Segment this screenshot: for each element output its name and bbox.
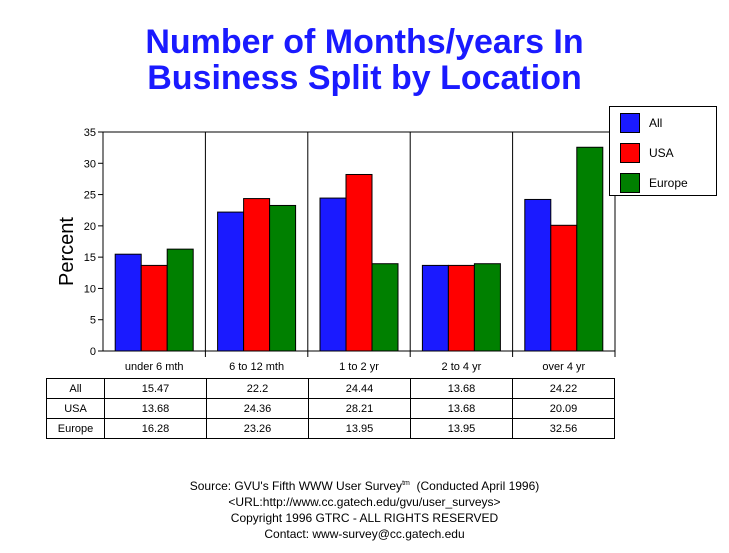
table-cell: 13.68: [104, 398, 207, 419]
bar-europe: [371, 263, 399, 352]
table-cell: 13.68: [410, 398, 513, 419]
bar-all: [114, 253, 142, 352]
y-tick-label: 5: [90, 315, 96, 327]
y-tick-label: 30: [84, 158, 96, 170]
bar-usa: [550, 224, 578, 352]
chart-title: Number of Months/years In Business Split…: [0, 24, 729, 96]
legend-label: USA: [649, 146, 674, 160]
table-cell: 24.44: [308, 378, 411, 399]
table-cell: 16.28: [104, 418, 207, 439]
legend-item-europe: Europe: [620, 173, 688, 193]
legend-label: Europe: [649, 176, 688, 190]
bar-all: [217, 211, 245, 352]
table-cell: 13.95: [308, 418, 411, 439]
y-tick-label: 0: [90, 346, 96, 358]
table-cell: 13.95: [410, 418, 513, 439]
table-row-header: USA: [46, 398, 105, 419]
legend: All USA Europe: [609, 106, 717, 196]
legend-item-usa: USA: [620, 143, 674, 163]
footer-source: Source: GVU's Fifth WWW User Survey: [189, 479, 403, 493]
x-tick-label: under 6 mth: [125, 361, 184, 373]
y-tick-label: 25: [84, 190, 96, 202]
footer-url: <URL:http://www.cc.gatech.edu/gvu/user_s…: [228, 495, 501, 509]
bar-all: [524, 198, 552, 352]
table-cell: 20.09: [512, 398, 615, 419]
x-tick-label: 6 to 12 mth: [229, 361, 284, 373]
y-tick-label: 20: [84, 221, 96, 233]
footer: Source: GVU's Fifth WWW User Surveytm (C…: [0, 476, 729, 542]
bar-europe: [166, 248, 194, 352]
table-cell: 13.68: [410, 378, 513, 399]
table-cell: 22.2: [206, 378, 309, 399]
table-cell: 24.36: [206, 398, 309, 419]
x-tick-label: over 4 yr: [542, 361, 585, 373]
table-cell: 32.56: [512, 418, 615, 439]
y-tick-label: 15: [84, 252, 96, 264]
table-row: All 15.47 22.2 24.44 13.68 24.22: [46, 378, 615, 399]
y-axis-label: Percent: [56, 217, 78, 286]
bar-europe: [269, 204, 297, 352]
y-tick-label: 10: [84, 283, 96, 295]
bar-usa: [243, 198, 271, 352]
x-tick-label: 1 to 2 yr: [339, 361, 379, 373]
footer-copyright: Copyright 1996 GTRC - ALL RIGHTS RESERVE…: [230, 511, 499, 525]
bar-usa: [140, 264, 168, 352]
data-table: All 15.47 22.2 24.44 13.68 24.22 USA 13.68 24.36…: [46, 378, 615, 439]
bar-usa: [447, 264, 475, 352]
chart-title-line-2: Business Split by Location: [147, 59, 582, 97]
bar-europe: [576, 146, 604, 352]
table-cell: 15.47: [104, 378, 207, 399]
footer-tm: tm: [402, 480, 410, 487]
x-tick-label: 2 to 4 yr: [442, 361, 482, 373]
legend-swatch: [620, 113, 640, 133]
table-cell: 24.22: [512, 378, 615, 399]
footer-conducted: (Conducted April 1996): [416, 479, 540, 493]
legend-label: All: [649, 116, 663, 130]
table-row-header: All: [46, 378, 105, 399]
table-row: USA 13.68 24.36 28.21 13.68 20.09: [46, 398, 615, 419]
table-row-header: Europe: [46, 418, 105, 439]
table-row: Europe 16.28 23.26 13.95 13.95 32.56: [46, 418, 615, 439]
legend-swatch: [620, 173, 640, 193]
bar-all: [421, 264, 449, 352]
table-cell: 23.26: [206, 418, 309, 439]
bar-europe: [473, 263, 501, 352]
footer-contact: Contact: www-survey@cc.gatech.edu: [264, 527, 465, 541]
legend-swatch: [620, 143, 640, 163]
bar-all: [319, 197, 347, 352]
chart-title-line-1: Number of Months/years In: [145, 23, 584, 61]
y-tick-label: 35: [84, 127, 96, 139]
table-cell: 28.21: [308, 398, 411, 419]
legend-item-all: All: [620, 113, 662, 133]
bar-usa: [345, 173, 373, 352]
